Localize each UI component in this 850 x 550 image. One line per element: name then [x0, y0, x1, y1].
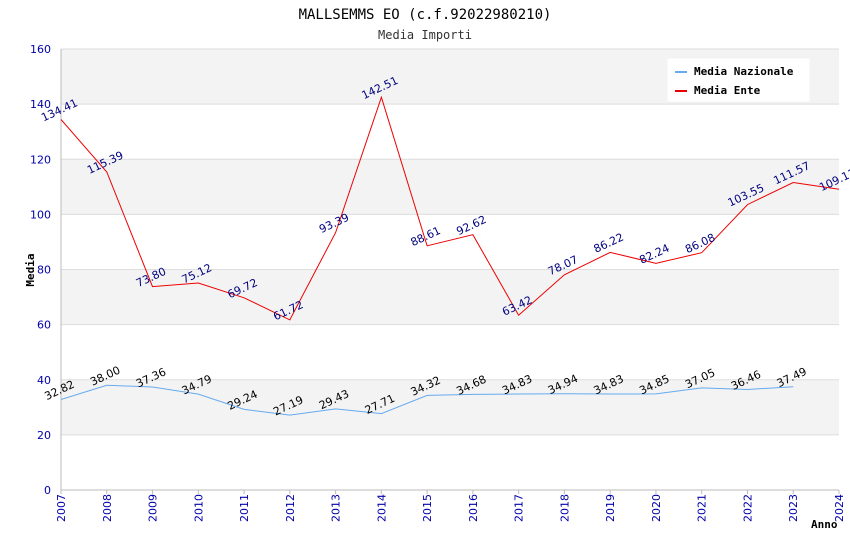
x-tick-label: 2024 [833, 494, 846, 522]
y-tick-label: 60 [37, 319, 51, 332]
grid-band [61, 214, 839, 270]
grid-bands [61, 49, 839, 490]
grid-band [61, 324, 839, 380]
x-tick-label: 2014 [375, 494, 388, 522]
x-tick-label: 2008 [101, 494, 114, 522]
grid-band [61, 379, 839, 435]
y-axis-ticks: 0 20 40 60 80 100 120 140 160 [30, 43, 51, 497]
legend-label-media-nazionale: Media Nazionale [694, 65, 794, 78]
x-tick-label: 2020 [650, 494, 663, 522]
x-tick-label: 2011 [238, 494, 251, 522]
series-line-media-nazionale [60, 384, 794, 416]
x-tick-label: 2012 [284, 494, 297, 522]
x-tick-label: 2019 [604, 494, 617, 522]
x-tick-label: 2015 [421, 494, 434, 522]
y-tick-label: 100 [30, 208, 51, 221]
x-tick-label: 2017 [513, 494, 526, 522]
x-tick-label: 2022 [741, 494, 754, 522]
y-tick-label: 80 [37, 264, 51, 277]
axes [60, 49, 839, 491]
chart-subtitle: Media Importi [378, 28, 472, 42]
y-tick-label: 160 [30, 43, 51, 56]
series-lines [60, 95, 840, 416]
x-axis-ticks: 2007 2008 2009 2010 2011 2012 2013 2014 2015 2016… [55, 490, 846, 522]
legend-box [667, 58, 810, 102]
grid-band [61, 269, 839, 325]
grid-band [61, 159, 839, 215]
grid-band [61, 104, 839, 160]
x-tick-label: 2018 [558, 494, 571, 522]
grid-band [61, 434, 839, 490]
legend: Media Nazionale Media Ente [667, 58, 810, 102]
series-line-media-ente [60, 95, 840, 321]
x-tick-label: 2010 [192, 494, 205, 522]
x-tick-label: 2021 [696, 494, 709, 522]
legend-label-media-ente: Media Ente [694, 84, 761, 97]
y-tick-label: 20 [37, 429, 51, 442]
x-tick-label: 2016 [467, 494, 480, 522]
x-tick-label: 2007 [55, 494, 68, 522]
x-tick-label: 2013 [330, 494, 343, 522]
y-tick-label: 0 [44, 484, 51, 497]
x-tick-label: 2023 [787, 494, 800, 522]
x-tick-label: 2009 [147, 494, 160, 522]
y-axis-label: Media [24, 253, 37, 286]
chart-title: MALLSEMMS EO (c.f.92022980210) [299, 7, 552, 23]
y-tick-label: 140 [30, 98, 51, 111]
y-tick-label: 120 [30, 153, 51, 166]
x-axis-label: Anno [811, 518, 838, 531]
y-tick-label: 40 [37, 374, 51, 387]
